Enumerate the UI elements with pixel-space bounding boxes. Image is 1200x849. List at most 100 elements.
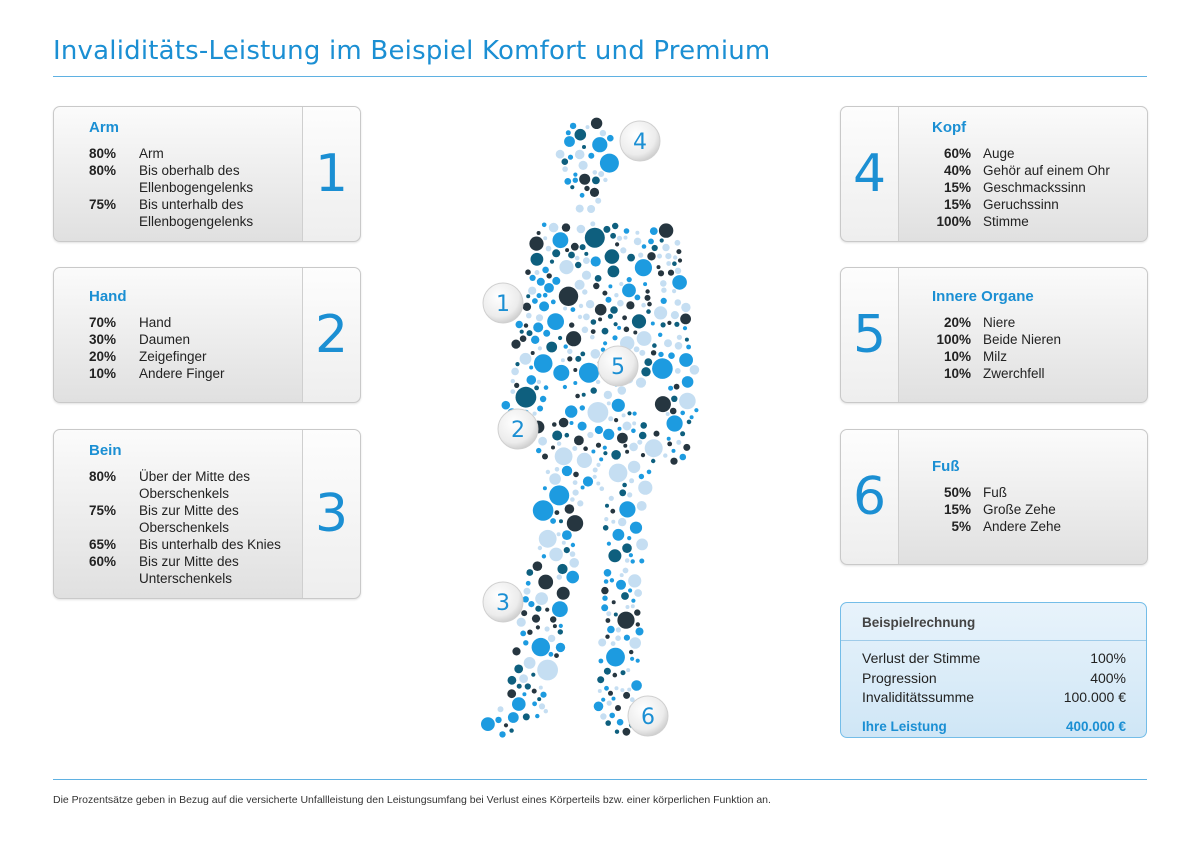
list-item: 20% Zeigefinger: [89, 348, 302, 365]
body-part-label: Geschmackssinn: [983, 180, 1086, 195]
figure-dot: [554, 447, 573, 466]
figure-dot: [519, 674, 528, 683]
figure-dot: [608, 463, 628, 483]
figure-dot: [567, 348, 573, 355]
figure-dot: [538, 436, 547, 446]
card-head: 4 Kopf 60% Auge 40% Gehör auf einem Ohr 15…: [840, 106, 1148, 242]
figure-dot: [629, 521, 643, 534]
body-part-label: Hand: [139, 315, 172, 330]
figure-dot: [674, 368, 681, 374]
figure-dot: [635, 377, 647, 388]
figure-dot: [560, 358, 565, 363]
figure-marker: 3: [482, 581, 524, 623]
figure-dot: [610, 306, 618, 314]
figure-dot: [674, 239, 681, 246]
figure-dot: [611, 519, 616, 524]
figure-dot: [628, 553, 633, 558]
figure-dot: [682, 326, 688, 331]
figure-dot: [544, 626, 550, 632]
figure-dot: [533, 354, 553, 373]
figure-dot: [663, 453, 668, 458]
figure-dot: [536, 379, 542, 385]
figure-dot: [671, 395, 678, 402]
footnote: Die Prozentsätze geben in Bezug auf die …: [53, 794, 771, 806]
figure-dot: [633, 330, 638, 335]
figure-dot: [596, 481, 601, 486]
body-part-label: Andere Zehe: [983, 519, 1062, 534]
figure-dot: [617, 432, 628, 444]
figure-dot: [531, 672, 536, 677]
figure-dot: [512, 697, 526, 711]
figure-dot: [542, 266, 549, 274]
dotted-human-figure: 1 2 3 4 5 6: [470, 112, 700, 744]
percent-value: 15%: [943, 180, 971, 195]
figure-dot: [679, 453, 687, 461]
calculation-title: Beispielrechnung: [862, 615, 976, 630]
figure-dot: [549, 259, 555, 264]
figure-dot: [599, 457, 604, 462]
figure-dot: [509, 728, 514, 733]
body-part-label: Auge: [983, 146, 1015, 161]
footer-divider: [53, 779, 1147, 780]
figure-marker: 5: [597, 345, 639, 387]
figure-dot: [624, 558, 630, 563]
calculation-value: 400%: [1090, 669, 1126, 686]
figure-dot: [561, 465, 573, 477]
figure-dot: [632, 411, 637, 416]
total-value: 400.000 €: [1065, 718, 1126, 734]
body-part-label: Beide Nieren: [983, 332, 1062, 347]
figure-dot: [570, 307, 576, 312]
figure-dot: [606, 401, 611, 406]
figure-dot: [537, 405, 544, 412]
figure-dot: [587, 431, 594, 439]
figure-dot: [516, 617, 526, 627]
figure-dot: [617, 325, 622, 330]
figure-dot: [588, 152, 595, 159]
figure-dot: [573, 471, 579, 478]
figure-dot: [616, 579, 626, 590]
marker-label: 1: [496, 292, 510, 317]
figure-dot: [634, 259, 652, 277]
figure-dot: [608, 495, 614, 501]
figure-dot: [641, 244, 647, 249]
figure-dot: [552, 624, 557, 629]
figure-dot: [616, 718, 624, 726]
figure-dot: [657, 270, 665, 277]
figure-dot: [623, 443, 628, 448]
figure-dot: [605, 296, 612, 303]
figure-dot: [606, 647, 625, 667]
figure-dot: [614, 686, 619, 691]
figure-dot: [575, 261, 582, 269]
body-part-label: Daumen: [139, 332, 191, 347]
figure-dot: [522, 692, 527, 697]
figure-dot: [649, 227, 658, 235]
figure-dot: [617, 386, 627, 395]
percent-value: 40%: [943, 163, 971, 178]
figure-dot: [558, 623, 563, 628]
figure-dot: [587, 402, 609, 423]
figure-dot: [564, 432, 570, 438]
figure-dot: [540, 691, 547, 698]
list-item: 20% Niere: [932, 314, 1147, 331]
figure-dot: [551, 445, 555, 450]
body-part-label: Bis unterhalb des Ellenbogengelenks: [139, 197, 254, 229]
figure-dot: [609, 578, 615, 583]
figure-dot: [676, 439, 682, 445]
figure-dot: [615, 242, 620, 247]
figure-dot: [623, 634, 630, 641]
figure-dot: [556, 532, 561, 537]
figure-dot: [630, 604, 635, 609]
figure-dot: [526, 312, 532, 319]
figure-dot: [622, 421, 632, 431]
figure-dot: [681, 302, 691, 313]
figure-dot: [634, 589, 642, 597]
figure-dot: [667, 320, 672, 325]
figure-dot: [668, 352, 675, 359]
list-item: 60% Bis zur Mitte des Unterschenkels: [89, 553, 302, 587]
body-part-label: Bis oberhalb des Ellenbogengelenks: [139, 163, 254, 195]
figure-dot: [657, 253, 662, 259]
figure-dot: [615, 705, 621, 711]
calculation-value: 100.000 €: [1063, 689, 1126, 705]
figure-dot: [545, 245, 552, 252]
figure-dot: [580, 485, 585, 490]
